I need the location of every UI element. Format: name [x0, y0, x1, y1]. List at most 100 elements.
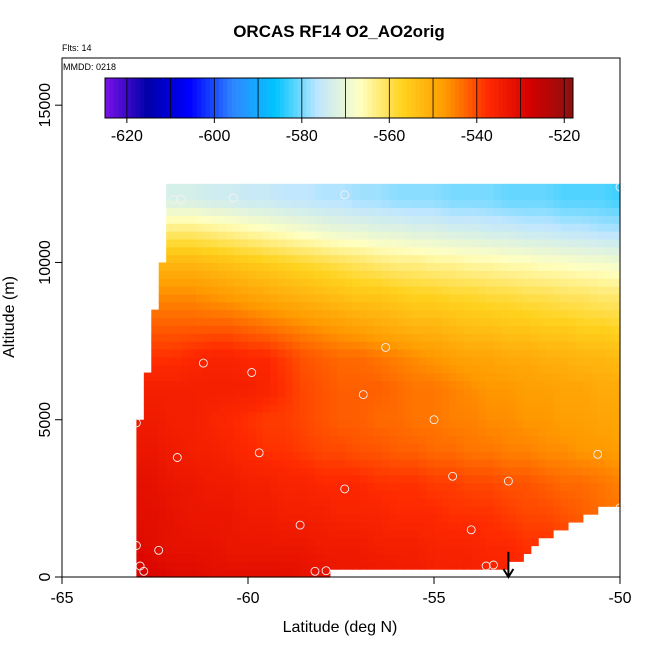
- heatmap-cell: [411, 278, 420, 287]
- heatmap-cell: [277, 396, 286, 405]
- heatmap-cell: [545, 443, 554, 452]
- heatmap-cell: [456, 364, 465, 374]
- heatmap-cell: [523, 286, 532, 295]
- heatmap-cell: [486, 325, 495, 334]
- heatmap-cell: [329, 207, 338, 216]
- heatmap-cell: [538, 348, 547, 358]
- heatmap-cell: [396, 443, 405, 452]
- heatmap-cell: [590, 293, 599, 303]
- heatmap-cell: [597, 498, 606, 507]
- heatmap-cell: [463, 293, 472, 303]
- heatmap-cell: [166, 348, 175, 358]
- heatmap-cell: [337, 278, 346, 287]
- heatmap-cell: [612, 199, 621, 209]
- heatmap-cell: [560, 309, 569, 319]
- heatmap-cell: [426, 191, 435, 201]
- heatmap-cell: [255, 561, 264, 570]
- heatmap-cell: [173, 380, 182, 389]
- heatmap-cell: [597, 474, 606, 484]
- heatmap-cell: [300, 529, 309, 539]
- heatmap-cell: [389, 254, 398, 264]
- heatmap-cell: [612, 293, 621, 303]
- colorbar-segment: [433, 78, 438, 118]
- heatmap-cell: [530, 514, 539, 523]
- heatmap-cell: [411, 561, 420, 570]
- heatmap-cell: [188, 207, 197, 216]
- observation-point: [321, 566, 331, 576]
- heatmap-cell: [419, 419, 428, 429]
- heatmap-cell: [441, 435, 450, 444]
- heatmap-cell: [270, 396, 279, 405]
- heatmap-cell: [151, 561, 160, 570]
- heatmap-cell: [285, 443, 294, 452]
- heatmap-cell: [359, 309, 368, 319]
- heatmap-cell: [381, 459, 390, 468]
- heatmap-cell: [240, 364, 249, 374]
- heatmap-cell: [419, 529, 428, 539]
- heatmap-cell: [597, 396, 606, 405]
- heatmap-cell: [255, 191, 264, 201]
- heatmap-cell: [434, 191, 443, 201]
- heatmap-cell: [344, 301, 353, 311]
- heatmap-cell: [612, 427, 621, 437]
- heatmap-cell: [270, 419, 279, 429]
- heatmap-cell: [597, 435, 606, 444]
- heatmap-cell: [478, 223, 487, 232]
- heatmap-cell: [322, 459, 331, 468]
- heatmap-cell: [493, 207, 502, 216]
- heatmap-cell: [151, 506, 160, 515]
- heatmap-cell: [352, 404, 361, 413]
- heatmap-cell: [210, 207, 219, 216]
- heatmap-cell: [136, 521, 145, 531]
- heatmap-cell: [389, 364, 398, 374]
- heatmap-cell: [158, 451, 167, 460]
- heatmap-cell: [285, 498, 294, 507]
- heatmap-cell: [419, 443, 428, 452]
- heatmap-cell: [195, 529, 204, 539]
- heatmap-cell: [240, 238, 249, 248]
- heatmap-cell: [359, 207, 368, 216]
- heatmap-cell: [143, 490, 152, 499]
- heatmap-cell: [612, 380, 621, 389]
- heatmap-cell: [389, 317, 398, 326]
- heatmap-cell: [567, 278, 576, 287]
- heatmap-cell: [500, 223, 509, 232]
- heatmap-cell: [389, 521, 398, 531]
- heatmap-cell: [530, 199, 539, 209]
- heatmap-cell: [590, 419, 599, 429]
- heatmap-cell: [486, 411, 495, 421]
- heatmap-cell: [367, 474, 376, 484]
- heatmap-cell: [515, 254, 524, 264]
- heatmap-cell: [158, 514, 167, 523]
- heatmap-cell: [285, 301, 294, 311]
- heatmap-cell: [285, 293, 294, 303]
- heatmap-cell: [545, 404, 554, 413]
- heatmap-cell: [233, 435, 242, 444]
- heatmap-cell: [262, 325, 271, 334]
- heatmap-cell: [396, 183, 405, 193]
- heatmap-cell: [411, 348, 420, 358]
- heatmap-cell: [210, 427, 219, 437]
- heatmap-cell: [560, 278, 569, 287]
- heatmap-cell: [173, 309, 182, 319]
- heatmap-cell: [456, 435, 465, 444]
- heatmap-cell: [352, 333, 361, 342]
- heatmap-cell: [374, 254, 383, 264]
- heatmap-cell: [359, 537, 368, 547]
- heatmap-cell: [411, 262, 420, 271]
- heatmap-cell: [404, 490, 413, 499]
- observation-point: [176, 195, 186, 204]
- heatmap-cell: [270, 309, 279, 319]
- heatmap-cell: [396, 364, 405, 374]
- heatmap-cell: [225, 254, 234, 264]
- heatmap-cell: [181, 356, 190, 366]
- heatmap-cell: [322, 490, 331, 499]
- heatmap-cell: [381, 293, 390, 303]
- heatmap-cell: [396, 199, 405, 209]
- heatmap-cell: [404, 356, 413, 366]
- heatmap-cell: [471, 411, 480, 421]
- heatmap-cell: [471, 309, 480, 319]
- heatmap-cell: [508, 183, 517, 193]
- heatmap-cell: [523, 466, 532, 476]
- heatmap-cell: [381, 427, 390, 437]
